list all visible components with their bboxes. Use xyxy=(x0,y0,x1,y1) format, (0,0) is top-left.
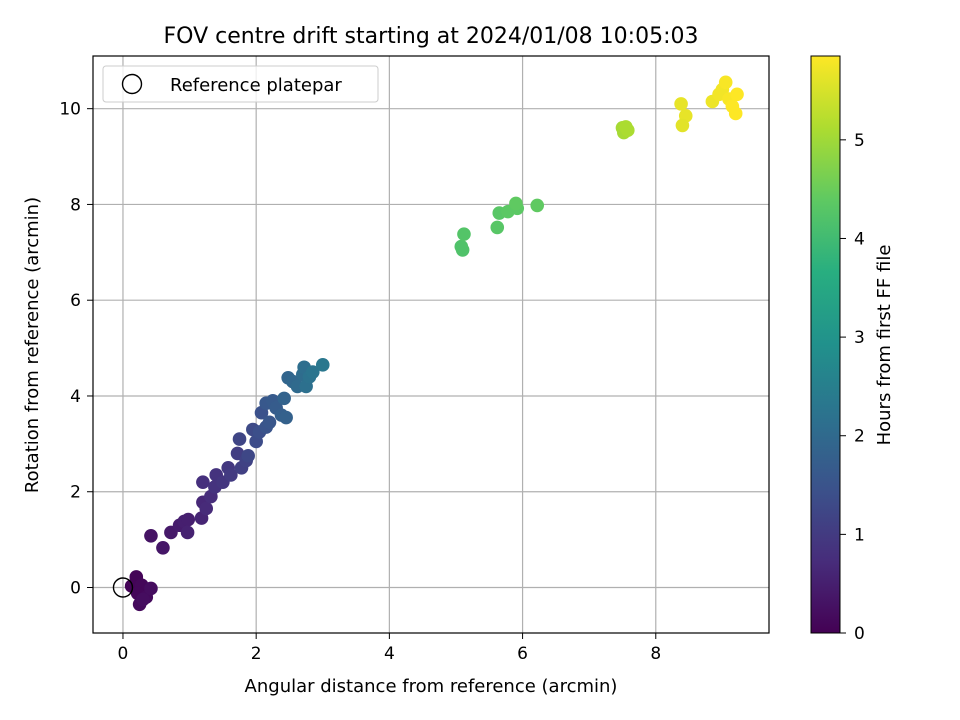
legend-marker-open-circle xyxy=(121,73,143,95)
x-tick-label: 2 xyxy=(251,644,262,664)
data-point xyxy=(277,391,291,406)
data-point xyxy=(509,196,523,211)
data-point xyxy=(490,220,505,235)
x-tick-label: 8 xyxy=(650,644,661,664)
data-point xyxy=(279,410,293,425)
data-point xyxy=(181,512,196,527)
colorbar-tick-label: 1 xyxy=(854,525,865,545)
y-tick-label: 10 xyxy=(59,100,81,120)
data-points xyxy=(112,75,744,612)
data-point xyxy=(196,475,210,489)
reference-platepar-marker xyxy=(112,577,134,598)
x-tick-label: 6 xyxy=(517,644,528,664)
colorbar-label: Hours from first FF file xyxy=(874,245,895,446)
data-point xyxy=(199,501,214,516)
data-point xyxy=(144,528,158,543)
data-point xyxy=(674,97,688,111)
data-point xyxy=(315,358,330,372)
data-point xyxy=(305,365,320,379)
x-tick-label: 0 xyxy=(118,644,129,664)
data-point xyxy=(180,525,195,540)
data-point xyxy=(530,198,545,213)
colorbar-tick-label: 0 xyxy=(854,624,865,644)
colorbar-ticks: 0 1 2 3 4 5 xyxy=(840,131,865,644)
chart-title: FOV centre drift starting at 2024/01/08 … xyxy=(164,24,699,49)
data-point xyxy=(144,581,158,596)
plot-frame xyxy=(92,55,770,634)
data-point xyxy=(675,118,690,133)
colorbar-gradient xyxy=(810,55,841,634)
data-point xyxy=(730,87,744,102)
x-axis-ticks: 0 2 4 6 8 xyxy=(118,633,661,664)
y-tick-label: 4 xyxy=(70,387,81,407)
data-point xyxy=(455,243,470,257)
data-point xyxy=(262,415,277,430)
data-point xyxy=(718,75,733,90)
y-axis-label: Rotation from reference (arcmin) xyxy=(22,197,43,493)
legend-box xyxy=(102,65,379,103)
colorbar-tick-label: 2 xyxy=(854,427,865,447)
x-axis-label: Angular distance from reference (arcmin) xyxy=(245,676,618,697)
data-point xyxy=(457,227,471,241)
colorbar-tick-label: 3 xyxy=(854,328,865,348)
y-tick-label: 8 xyxy=(70,195,81,215)
legend-entry-reference-platepar: Reference platepar xyxy=(170,75,342,96)
grid xyxy=(93,56,769,633)
colorbar: 0 1 2 3 4 5 Hours from first FF file xyxy=(810,55,895,644)
colorbar-tick-label: 5 xyxy=(854,131,865,151)
data-point xyxy=(232,432,247,446)
y-tick-label: 6 xyxy=(70,291,81,311)
data-point xyxy=(136,592,150,607)
data-point xyxy=(621,123,635,138)
y-tick-label: 0 xyxy=(70,579,81,599)
data-point xyxy=(728,106,743,121)
data-point xyxy=(241,449,255,463)
legend: Reference platepar xyxy=(102,65,379,103)
data-point xyxy=(156,540,170,555)
colorbar-tick-label: 4 xyxy=(854,229,865,249)
y-tick-label: 2 xyxy=(70,483,81,503)
x-tick-label: 4 xyxy=(384,644,395,664)
y-axis-ticks: 0 2 4 6 8 10 xyxy=(59,100,93,599)
data-point xyxy=(224,468,238,482)
